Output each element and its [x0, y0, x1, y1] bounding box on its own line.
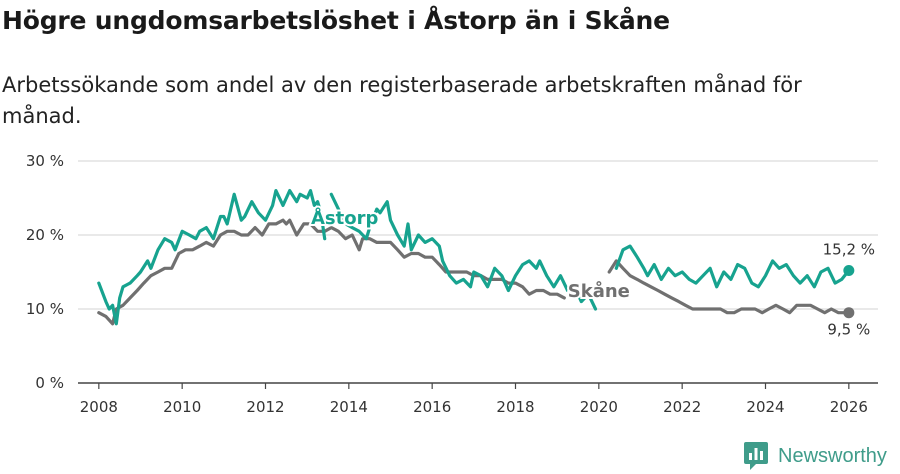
x-tick-label: 2018 [496, 398, 534, 416]
series-line-astorp [614, 244, 851, 289]
x-tick-label: 2014 [330, 398, 368, 416]
x-tick-label: 2020 [580, 398, 618, 416]
y-tick-label: 10 % [26, 300, 64, 318]
series-label-astorp: Åstorp [311, 206, 378, 229]
x-tick-label: 2012 [246, 398, 284, 416]
chart-title: Högre ungdomsarbetslöshet i Åstorp än i … [2, 6, 670, 35]
x-tick-label: 2022 [663, 398, 701, 416]
series-line-skane [97, 218, 566, 326]
series-line-astorp [329, 192, 598, 311]
brand-logo[interactable]: Newsworthy [744, 442, 887, 470]
x-tick-label: 2008 [80, 398, 118, 416]
x-tick-label: 2016 [413, 398, 451, 416]
end-marker-astorp [843, 265, 855, 277]
x-tick-label: 2026 [830, 398, 868, 416]
end-label-skane: 9,5 % [827, 321, 870, 339]
chart-logo-icon [744, 442, 768, 470]
series-line-astorp [97, 189, 327, 326]
y-tick-label: 30 % [26, 152, 64, 170]
x-tick-label: 2010 [163, 398, 201, 416]
end-marker-skane [843, 307, 855, 319]
chart-subtitle: Arbetssökande som andel av den registerb… [2, 73, 802, 128]
brand-name: Newsworthy [778, 444, 887, 467]
end-label-astorp: 15,2 % [823, 241, 875, 259]
series-line-skane [607, 259, 851, 315]
y-tick-label: 20 % [26, 226, 64, 244]
series-label-skane: Skåne [568, 280, 630, 302]
y-tick-label: 0 % [35, 374, 64, 392]
x-tick-label: 2024 [746, 398, 784, 416]
